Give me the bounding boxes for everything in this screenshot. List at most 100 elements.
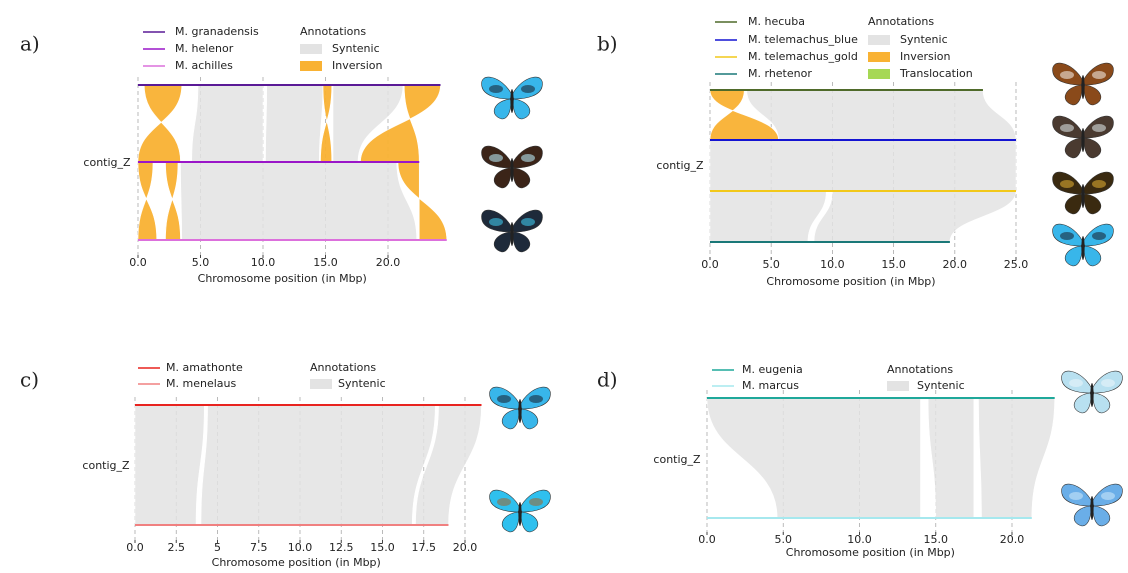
body — [510, 222, 513, 246]
inversion-ribbon — [138, 162, 157, 240]
wing — [1065, 194, 1082, 214]
legend-label: M. achilles — [175, 59, 233, 72]
x-tick-label: 2.5 — [168, 541, 186, 554]
x-tick-label: 0.0 — [701, 258, 719, 271]
wing-band — [497, 498, 511, 506]
x-axis-label: Chromosome position (in Mbp) — [766, 275, 935, 288]
synteny-ribbon — [978, 398, 1054, 518]
wing-band — [529, 498, 543, 506]
x-tick-label: 10.0 — [288, 541, 313, 554]
butterfly-image — [490, 490, 551, 532]
x-tick-label: 5.0 — [192, 256, 210, 269]
x-tick-label: 5.0 — [775, 533, 793, 546]
legend-label: Syntenic — [338, 377, 386, 390]
x-tick-label: 20.0 — [1000, 533, 1025, 546]
y-axis-label: contig_Z — [656, 159, 704, 172]
legend-label: M. eugenia — [742, 363, 803, 376]
legend-label: M. rhetenor — [748, 67, 812, 80]
x-tick-label: 20.0 — [376, 256, 401, 269]
legend-label: M. marcus — [742, 379, 799, 392]
butterfly-image — [1053, 63, 1114, 105]
synteny-ribbon — [928, 398, 974, 518]
butterfly-image — [1053, 172, 1114, 214]
butterfly-image — [482, 77, 543, 119]
panel-label: c) — [20, 368, 39, 392]
wing-band — [1060, 124, 1074, 132]
x-tick-label: 15.0 — [924, 533, 949, 546]
legend-title: Annotations — [300, 25, 366, 38]
butterfly-image — [490, 387, 551, 429]
inversion-ribbon — [166, 162, 181, 240]
y-axis-label: contig_Z — [83, 156, 131, 169]
legend-label: M. granadensis — [175, 25, 259, 38]
body — [1081, 75, 1084, 99]
body — [510, 158, 513, 182]
x-axis-label: Chromosome position (in Mbp) — [198, 272, 367, 285]
wing-band — [489, 85, 503, 93]
wing-band — [521, 85, 535, 93]
wing-band — [1101, 492, 1115, 500]
y-axis-label: contig_Z — [653, 453, 701, 466]
wing — [502, 409, 519, 429]
x-tick-label: 20.0 — [943, 258, 968, 271]
butterfly-image — [1053, 224, 1114, 266]
wing — [513, 168, 530, 188]
x-tick-label: 5.0 — [762, 258, 780, 271]
wing — [502, 512, 519, 532]
legend-label: M. amathonte — [166, 361, 243, 374]
legend-swatch — [868, 69, 890, 79]
legend-label: Inversion — [900, 50, 951, 63]
wing — [494, 168, 511, 188]
body — [510, 89, 513, 113]
x-tick-label: 10.0 — [251, 256, 276, 269]
synteny-ribbon — [707, 398, 921, 518]
wing — [494, 99, 511, 119]
wing-band — [1060, 71, 1074, 79]
wing — [513, 232, 530, 252]
legend-label: M. hecuba — [748, 15, 805, 28]
x-tick-label: 17.5 — [412, 541, 437, 554]
wing — [1084, 246, 1101, 266]
legend-label: Inversion — [332, 59, 383, 72]
legend-label: M. menelaus — [166, 377, 236, 390]
legend-swatch — [868, 35, 890, 45]
butterfly-image — [482, 146, 543, 188]
x-axis-label: Chromosome position (in Mbp) — [786, 546, 955, 559]
x-tick-label: 7.5 — [250, 541, 268, 554]
wing-band — [1060, 232, 1074, 240]
body — [1081, 236, 1084, 260]
wing-band — [1101, 379, 1115, 387]
wing-band — [1092, 124, 1106, 132]
wing-band — [1069, 492, 1083, 500]
body — [518, 502, 521, 526]
wing-band — [1092, 71, 1106, 79]
synteny-ribbon — [181, 162, 417, 240]
legend-label: M. helenor — [175, 42, 234, 55]
butterfly-image — [1053, 116, 1114, 158]
body — [518, 399, 521, 423]
synteny-ribbon — [192, 85, 263, 162]
wing — [1084, 85, 1101, 105]
synteny-ribbon — [747, 90, 1016, 140]
wing — [1074, 393, 1091, 413]
legend-title: Annotations — [887, 363, 953, 376]
wing — [1065, 85, 1082, 105]
wing — [1084, 138, 1101, 158]
wing — [1065, 138, 1082, 158]
synteny-ribbon — [710, 140, 1016, 191]
legend-title: Annotations — [868, 15, 934, 28]
x-tick-label: 0.0 — [698, 533, 716, 546]
y-axis-label: contig_Z — [82, 459, 130, 472]
x-tick-label: 5 — [214, 541, 221, 554]
wing-band — [1092, 180, 1106, 188]
panel-label: a) — [20, 32, 40, 56]
x-tick-label: 0.0 — [129, 256, 147, 269]
legend-label: Syntenic — [917, 379, 965, 392]
wing-band — [1092, 232, 1106, 240]
x-tick-label: 15.0 — [881, 258, 906, 271]
wing-band — [521, 218, 535, 226]
legend-swatch — [868, 52, 890, 62]
x-tick-label: 15.0 — [370, 541, 395, 554]
wing-band — [521, 154, 535, 162]
butterfly-image — [1062, 371, 1123, 413]
